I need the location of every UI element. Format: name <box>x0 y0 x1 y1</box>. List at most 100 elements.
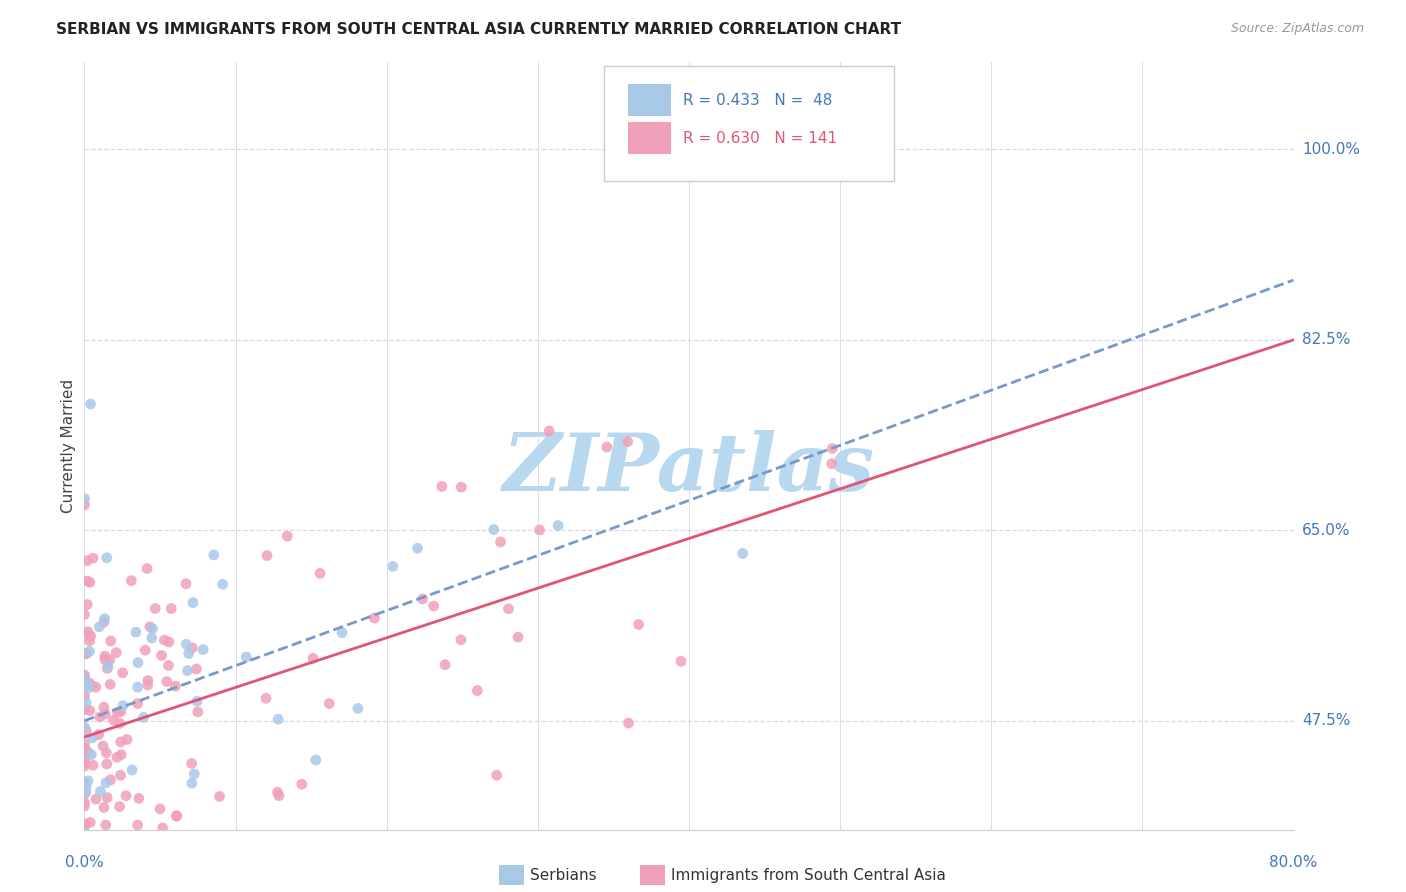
Point <box>73 668 96 682</box>
Point <box>267 789 290 803</box>
Point <box>434 657 457 672</box>
Point <box>84 680 107 694</box>
Point <box>75 829 97 843</box>
Point <box>87 854 110 868</box>
Point <box>110 747 132 762</box>
Point <box>94 776 117 790</box>
Point <box>302 651 325 665</box>
Point <box>89 710 111 724</box>
Point <box>73 820 96 834</box>
Point <box>75 785 97 799</box>
Point <box>73 491 96 506</box>
Point <box>529 523 551 537</box>
Point <box>73 799 96 814</box>
Point <box>127 818 149 832</box>
Point <box>627 617 650 632</box>
Point <box>73 775 96 789</box>
Point <box>94 856 117 871</box>
Point <box>167 863 190 878</box>
Point <box>139 620 162 634</box>
Point <box>128 791 150 805</box>
Point <box>94 818 117 832</box>
Point <box>89 620 111 634</box>
FancyBboxPatch shape <box>628 84 671 116</box>
Point <box>174 637 197 651</box>
Point <box>76 554 98 568</box>
Point <box>482 523 505 537</box>
Point <box>134 643 156 657</box>
Point <box>291 777 314 791</box>
Point <box>77 746 100 760</box>
Point <box>96 746 118 760</box>
Point <box>100 634 122 648</box>
Point <box>87 728 110 742</box>
Point <box>121 763 143 777</box>
Point <box>97 659 120 673</box>
Point <box>107 706 129 720</box>
Point <box>77 681 100 695</box>
Point <box>202 548 225 562</box>
Point <box>94 648 117 663</box>
Point <box>76 861 98 875</box>
Point <box>143 601 166 615</box>
Point <box>153 633 176 648</box>
Point <box>75 647 97 661</box>
Point <box>821 457 844 471</box>
Point <box>506 630 529 644</box>
Point <box>489 535 512 549</box>
Point <box>79 629 101 643</box>
Point <box>93 615 115 629</box>
Point <box>150 648 173 663</box>
Point <box>160 601 183 615</box>
Point <box>127 680 149 694</box>
Point <box>94 652 117 666</box>
Point <box>669 654 692 668</box>
Point <box>156 674 179 689</box>
Text: 47.5%: 47.5% <box>1302 714 1350 728</box>
Point <box>76 598 98 612</box>
Point <box>157 635 180 649</box>
Point <box>127 656 149 670</box>
Point <box>617 716 640 731</box>
Point <box>76 574 98 588</box>
Point <box>266 785 288 799</box>
Point <box>181 596 204 610</box>
Point <box>108 716 131 731</box>
Text: 0.0%: 0.0% <box>65 855 104 870</box>
Point <box>105 838 128 853</box>
Point <box>98 677 121 691</box>
Text: Source: ZipAtlas.com: Source: ZipAtlas.com <box>1230 22 1364 36</box>
Point <box>98 653 121 667</box>
Point <box>616 434 638 449</box>
Point <box>120 574 142 588</box>
FancyBboxPatch shape <box>605 66 894 181</box>
Point <box>181 640 204 655</box>
Point <box>450 632 472 647</box>
Point <box>73 834 96 848</box>
Point <box>73 752 96 766</box>
Point <box>73 669 96 683</box>
Y-axis label: Currently Married: Currently Married <box>60 379 76 513</box>
Point <box>73 702 96 716</box>
Text: 82.5%: 82.5% <box>1302 333 1350 347</box>
Point <box>276 529 298 543</box>
Text: SERBIAN VS IMMIGRANTS FROM SOUTH CENTRAL ASIA CURRENTLY MARRIED CORRELATION CHAR: SERBIAN VS IMMIGRANTS FROM SOUTH CENTRAL… <box>56 22 901 37</box>
Point <box>76 647 98 661</box>
Text: Immigrants from South Central Asia: Immigrants from South Central Asia <box>671 868 946 882</box>
Text: ZIPatlas: ZIPatlas <box>503 430 875 508</box>
Point <box>73 796 96 810</box>
Point <box>75 817 97 831</box>
Point <box>467 683 489 698</box>
Point <box>91 739 114 753</box>
Point <box>347 701 370 715</box>
Point <box>79 704 101 718</box>
Point <box>498 601 520 615</box>
Point <box>75 677 97 691</box>
Point <box>547 518 569 533</box>
Point <box>96 661 118 675</box>
Point <box>110 768 132 782</box>
Point <box>254 691 277 706</box>
Point <box>318 697 340 711</box>
Point <box>79 634 101 648</box>
Point <box>165 809 187 823</box>
